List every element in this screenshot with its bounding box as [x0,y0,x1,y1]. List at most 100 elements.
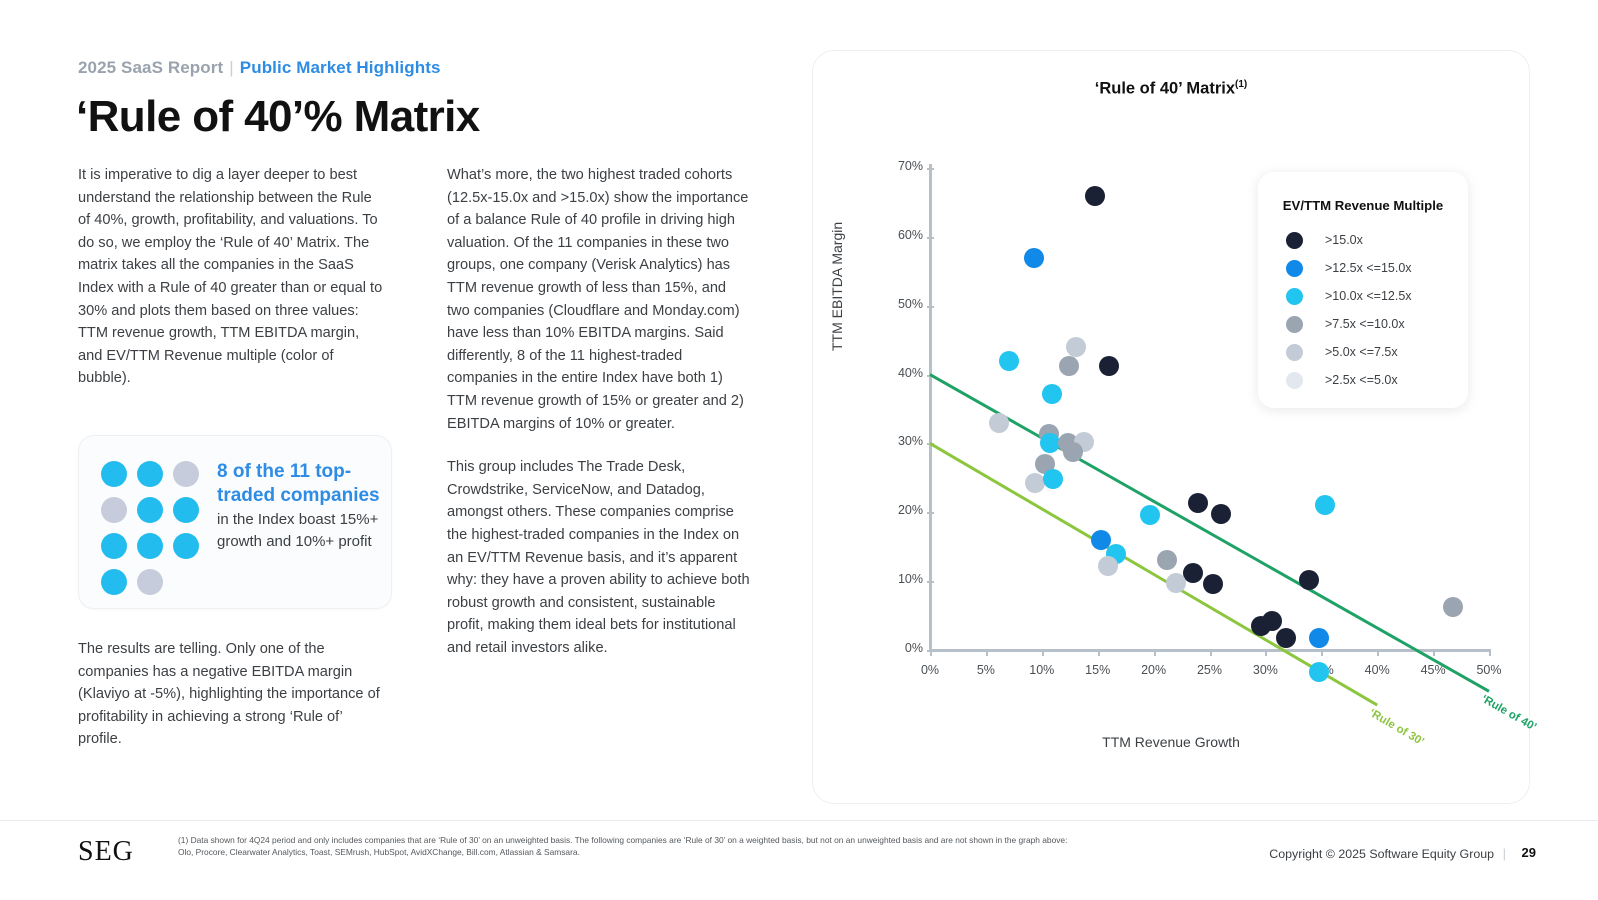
callout-dot-cyan [101,533,127,559]
legend-item[interactable]: >5.0x <=7.5x [1286,338,1412,366]
y-axis-tick-label: 10% [897,572,923,587]
legend-item[interactable]: >10.0x <=12.5x [1286,282,1412,310]
y-axis-tick-label: 0% [904,641,923,655]
scatter-point[interactable] [1039,433,1060,454]
scatter-point[interactable] [1210,503,1231,524]
y-axis-line [929,164,932,651]
legend-swatch-circle-icon [1286,287,1303,305]
legend-item[interactable]: >15.0x [1286,226,1412,254]
y-axis-tick-mark [927,581,934,584]
scatter-point[interactable] [1063,441,1084,462]
scatter-point[interactable] [1182,562,1203,583]
legend-item[interactable]: >12.5x <=15.0x [1286,254,1412,282]
scatter-point[interactable] [1025,472,1046,493]
scatter-point[interactable] [1098,355,1119,376]
y-axis-tick-label: 30% [897,434,923,449]
y-axis-tick-label: 70% [897,159,923,173]
footer-divider [0,820,1598,821]
breadcrumb-report: 2025 SaaS Report [78,58,224,77]
chart-legend: EV/TTM Revenue Multiple >15.0x >12.5x <=1… [1258,172,1468,408]
scatter-point[interactable] [1035,454,1056,475]
legend-item-label: >7.5x <=10.0x [1325,317,1405,331]
x-axis-tick-label: 25% [1196,663,1223,677]
callout-dot-grey [137,569,163,595]
body-column-right: What’s more, the two highest traded coho… [447,164,750,680]
paragraph: This group includes The Trade Desk, Crow… [447,459,750,656]
scatter-point[interactable] [1091,529,1112,550]
breadcrumb-separator: | [229,58,234,77]
y-axis-tick-label: 60% [897,227,923,242]
legend-swatch-circle-icon [1286,231,1303,249]
footer-separator: | [1502,846,1506,861]
scatter-point[interactable] [1023,247,1044,268]
callout-dot-cyan [101,461,127,487]
scatter-point[interactable] [1041,383,1062,404]
body-column-left: It is imperative to dig a layer deeper t… [78,164,383,411]
y-axis-tick-label: 50% [897,296,923,311]
scatter-point[interactable] [1165,572,1186,593]
x-axis-tick-label: 15% [1085,663,1111,677]
callout-dot-cyan [137,533,163,559]
legend-swatch-circle-icon [1286,343,1303,361]
page-title: ‘Rule of 40’% Matrix [76,92,480,141]
scatter-point[interactable] [1085,185,1106,206]
scatter-point[interactable] [989,412,1010,433]
paragraph: It is imperative to dig a layer deeper t… [78,167,383,387]
scatter-point[interactable] [1140,505,1161,526]
callout-dot-grid [101,461,205,605]
x-axis-tick-label: 45% [1420,663,1446,677]
x-axis-tick-mark [1097,649,1100,656]
x-axis-tick-mark [1041,649,1044,656]
legend-item[interactable]: >2.5x <=5.0x [1286,366,1412,394]
legend-item-label: >12.5x <=15.0x [1325,261,1412,275]
x-axis-tick-mark [1153,649,1156,656]
x-axis-tick-mark [1321,649,1324,656]
callout-subtext: in the Index boast 15%+ growth and 10%+ … [217,511,379,550]
scatter-point[interactable] [1058,355,1079,376]
y-axis-tick-mark [927,168,934,170]
legend-swatch-circle-icon [1286,259,1303,277]
scatter-point[interactable] [1202,573,1223,594]
x-axis-tick-mark [1489,649,1491,656]
legend-item-label: >2.5x <=5.0x [1325,373,1398,387]
x-axis-tick-mark [1265,649,1268,656]
breadcrumb: 2025 SaaS Report | Public Market Highlight… [78,58,441,78]
scatter-point[interactable] [1275,628,1296,649]
legend-item-label: >15.0x [1325,233,1363,247]
legend-item[interactable]: >7.5x <=10.0x [1286,310,1412,338]
x-axis-tick-label: 40% [1364,663,1390,677]
legend-swatch-circle-icon [1286,315,1303,333]
scatter-point[interactable] [1066,337,1087,358]
callout-dot-cyan [101,569,127,595]
scatter-point[interactable] [1309,662,1330,683]
chart-title-footnote-marker: (1) [1235,79,1248,90]
paragraph: The results are telling. Only one of the… [78,641,380,748]
callout-dot-row [101,461,205,487]
chart-panel: ‘Rule of 40’ Matrix(1) TTM EBITDA Margin… [812,50,1538,804]
callout-dot-grey [101,497,127,523]
scatter-point[interactable] [1299,569,1319,590]
callout-box: 8 of the 11 top-traded companies in the … [78,435,392,609]
legend-title: EV/TTM Revenue Multiple [1282,198,1444,213]
y-axis-tick-label: 20% [897,503,923,518]
scatter-point[interactable] [1042,469,1063,490]
scatter-point[interactable] [999,350,1020,371]
x-axis-label: TTM Revenue Growth [1102,734,1240,750]
legend-swatch-circle-icon [1286,371,1303,389]
copyright-text: Copyright © 2025 Software Equity Group [1269,847,1494,861]
callout-dot-cyan [173,533,199,559]
scatter-point[interactable] [1309,628,1330,649]
scatter-point[interactable] [1262,611,1283,632]
x-axis-tick-label: 50% [1476,663,1502,677]
scatter-point[interactable] [1443,597,1464,618]
scatter-point[interactable] [1188,492,1209,513]
x-axis-tick-mark [985,649,988,656]
scatter-point[interactable] [1314,495,1335,516]
callout-dot-cyan [137,497,163,523]
scatter-point[interactable] [1157,550,1178,571]
seg-logo: SEG [78,836,134,867]
scatter-point[interactable] [1097,555,1118,576]
callout-dot-row [101,569,205,595]
x-axis-tick-mark [930,649,932,656]
